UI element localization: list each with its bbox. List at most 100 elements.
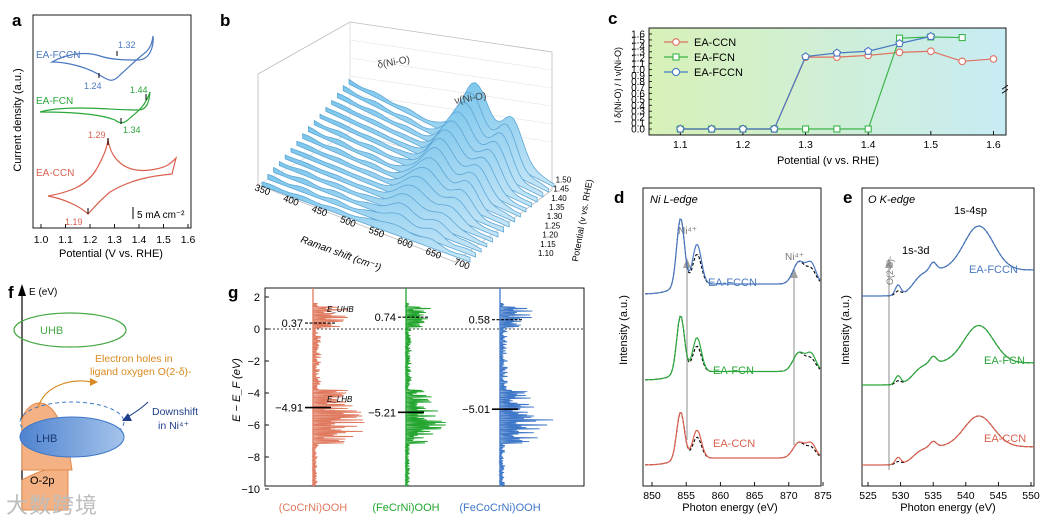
data-point [958,57,967,66]
uhb-label: UHB [40,325,63,337]
peak-1s4sp-label: 1s-4sp [954,205,987,217]
cv-curve-fcn [39,91,151,124]
uhb-shade [500,314,514,329]
fcn-cathodic-value: 1.34 [123,125,141,135]
ccn-anodic-value: 1.29 [88,130,106,140]
b-ytick-label: 1.20 [542,231,558,240]
b-ytick-label: 1.35 [549,203,565,212]
c-xtick-label: 1.3 [798,139,813,151]
lhb-shade [500,412,518,435]
raman-spectrum [261,181,471,263]
label-fcn: EA-FCN [36,96,73,107]
downshift-line-2: in Ni⁴⁺ [158,420,189,432]
dos-trace [404,302,446,487]
panel-f-letter: f [8,283,14,302]
b-xtick-label: 650 [424,246,443,262]
panel-b-letter: b [220,11,230,30]
lhb-shade [313,407,335,435]
e-label-fccn: EA-FCCN [969,264,1018,276]
d-xtick-label: 850 [643,490,661,502]
a-xtick-label: 1.3 [107,234,122,246]
lhb-label: LHB [36,433,57,445]
panel-e-xlabel: Photon energy (eV) [900,502,995,514]
panel-a-xlabel: Potential (V vs. RHE) [59,248,163,260]
panel-d-xlabel: Photon energy (eV) [682,502,777,514]
d-label-fccn: EA-FCCN [708,277,757,289]
data-point [989,55,998,63]
lhb-value: −5.01 [462,404,490,416]
e-xtick-label: 530 [892,490,910,502]
plot-e-frame [861,187,1035,487]
c-ytick-label: 1.5 [631,35,645,46]
d-xtick-label: 875 [814,490,832,502]
compound-label: (FeCrNi)OOH [372,502,439,514]
holes-line-1: Electron holes in [95,353,173,365]
b-xtick-label: 500 [338,214,357,230]
c-ytick-label: 1.2 [631,53,645,64]
data-point [738,124,748,133]
panel-d-ylabel: Intensity (a.u.) [618,295,630,365]
raman-spectra [261,78,555,263]
lhb-value: −5.21 [368,407,396,419]
g-ytick-label: −8 [247,452,260,464]
lhb-band [19,416,125,458]
plot-g-frame [264,287,585,487]
a-xtick-label: 1.5 [156,234,171,246]
legend-label: EA-FCCN [694,67,743,79]
c-ytick-label: 0.3 [631,107,645,118]
legend-label: EA-FCN [694,52,735,64]
panel-d-letter: d [614,188,624,207]
b-xtick-label: 700 [452,257,471,273]
panel-d-title: Ni L-edge [650,194,698,206]
g-ytick-label: −4 [247,388,260,400]
b-ytick-label: 1.30 [547,212,563,221]
uhb-shade [406,314,420,329]
a-xtick-label: 1.4 [132,234,147,246]
data-point [832,48,842,57]
b-ytick-label: 1.40 [551,194,567,203]
o2p-label: O-2p [30,475,54,487]
lhb-shade [406,412,424,435]
b-gridline [349,75,553,107]
fccn-anodic-value: 1.32 [118,40,136,50]
legend-marker [672,38,680,46]
spectrum [862,225,1035,297]
panel-b-xlabel: Raman shift (cm⁻¹) [299,234,382,273]
d-label-ccn: EA-CCN [713,438,755,450]
d-xtick-label: 870 [780,490,798,502]
panel-a-ticks: 1.0 1.1 1.2 1.3 1.4 1.5 1.6 [34,224,195,246]
watermark: 大数跨境 [6,494,99,519]
dos-trace [498,302,554,487]
spectrum [862,324,1034,386]
spectrum [645,218,821,295]
holes-line-2: ligand oxygen O(2-δ)- [90,366,192,378]
c-xtick-label: 1.6 [986,139,1001,151]
plot-c-series [676,31,998,133]
data-point [926,47,935,56]
b-ytick-label: 1.25 [545,221,561,230]
label-fccn: EA-FCCN [36,50,80,61]
e-xtick-label: 535 [924,490,942,502]
panel-f: f E (eV) UHB O-2p LHB Electron holes in … [8,283,198,511]
panel-b: b δ(Ni-O) ν(Ni-O) 3504004505005506006507… [220,11,594,274]
legend-label: EA-CCN [694,37,736,49]
data-point [926,31,936,40]
d-xtick-label: 855 [677,490,695,502]
data-point [707,124,716,133]
a-xtick-label: 1.1 [58,234,73,246]
dos-trace [311,302,365,487]
c-ytick-label: 0.5 [631,95,645,106]
holes-arrow [37,380,93,409]
cv-curve-ccn [47,137,178,215]
panel-c-ylabel: I δ(Ni-O) / I ν(Ni-O) [613,47,623,123]
c-ytick-label: 0.6 [631,89,645,100]
c-ytick-label: 0.8 [631,77,645,88]
e-label-ccn: EA-CCN [984,433,1026,445]
plot-g-ticks: 2 0 −2 −4 −6 −8 −10 [241,292,269,496]
uhb-value: 0.74 [375,312,396,324]
d-label-fcn: EA-FCN [713,365,754,377]
panel-c: c I δ(Ni-O) / I ν(Ni-O) 1.1 1.2 1.3 1.4 1.5 1… [608,9,1009,167]
cv-curve-fccn [49,35,154,81]
c-ytick-label: 0.1 [631,119,645,130]
uhb-shade [313,314,331,329]
